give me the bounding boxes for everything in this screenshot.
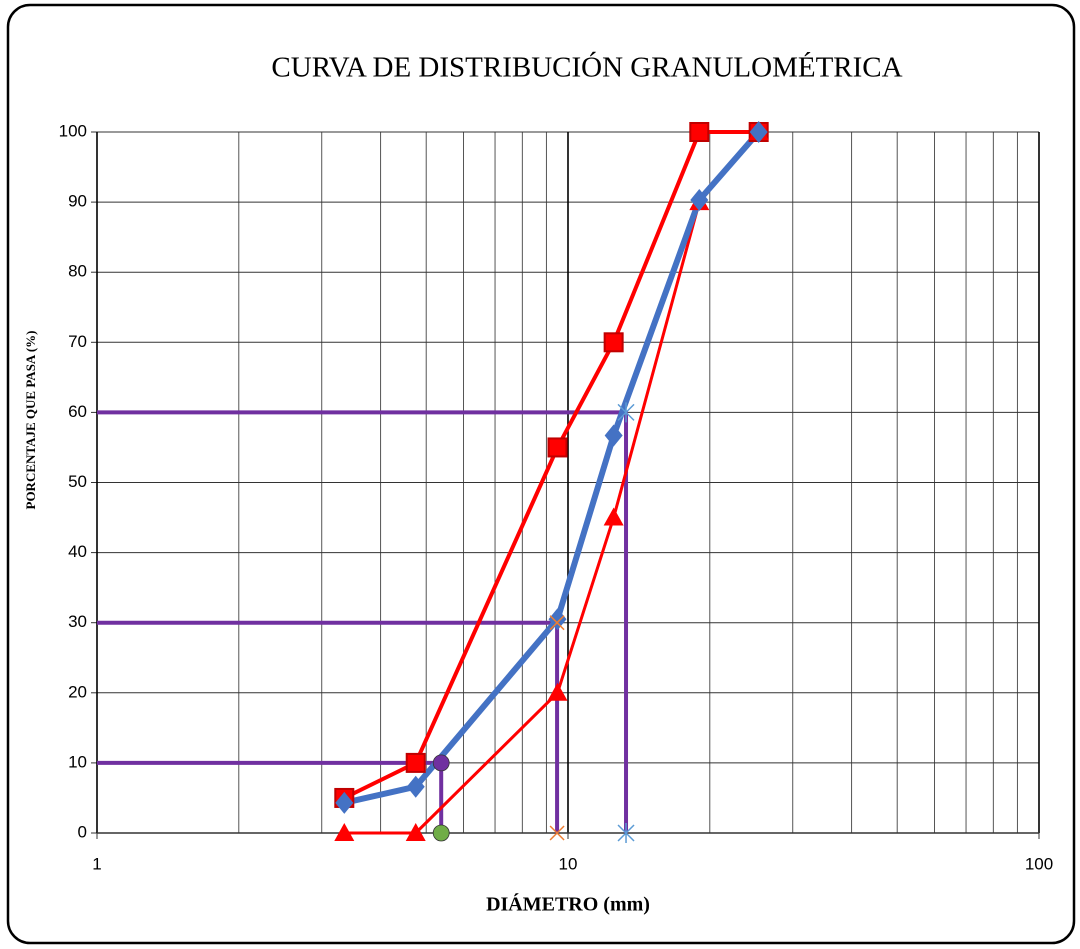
y-tick-label: 50 (68, 472, 87, 491)
y-axis-label: PORCENTAJE QUE PASA (%) (23, 331, 38, 510)
y-tick-label: 20 (68, 682, 87, 701)
x-tick-label: 10 (559, 854, 578, 873)
x-tick-label: 1 (92, 854, 101, 873)
y-tick-label: 100 (59, 121, 87, 140)
y-tick-label: 80 (68, 262, 87, 281)
diamond-marker (749, 121, 768, 143)
star-marker (617, 823, 635, 843)
circle-marker (432, 754, 450, 772)
y-tick-label: 40 (68, 542, 87, 561)
y-tick-label: 0 (78, 822, 87, 841)
square-marker (547, 437, 568, 458)
square-marker (603, 332, 624, 353)
star-marker (617, 402, 635, 423)
diamond-marker (335, 791, 354, 814)
cross-marker (549, 825, 565, 841)
square-marker (405, 752, 426, 773)
series-line (343, 130, 761, 806)
chart-title: CURVA DE DISTRIBUCIÓN GRANULOMÉTRICA (271, 51, 902, 84)
y-tick-label: 10 (68, 752, 87, 771)
diamond-marker (604, 424, 623, 447)
y-tick-label: 90 (68, 192, 87, 211)
triangle-marker (603, 507, 624, 526)
plot (97, 121, 769, 843)
diamond-marker (690, 188, 709, 211)
triangle-marker (547, 682, 568, 701)
triangle-marker (334, 823, 355, 841)
diamond-marker (406, 775, 425, 798)
square-marker (689, 122, 710, 142)
y-tick-label: 30 (68, 612, 87, 631)
chart-frame (6, 3, 1076, 945)
x-tick-label: 100 (1025, 854, 1053, 873)
diamond-marker (548, 608, 567, 631)
y-tick-label: 70 (68, 332, 87, 351)
y-tick-label: 60 (68, 402, 87, 421)
x-axis-label: DIÁMETRO (mm) (486, 893, 650, 916)
triangle-marker (405, 823, 426, 841)
cross-marker (549, 615, 565, 631)
circle-marker (432, 824, 450, 842)
